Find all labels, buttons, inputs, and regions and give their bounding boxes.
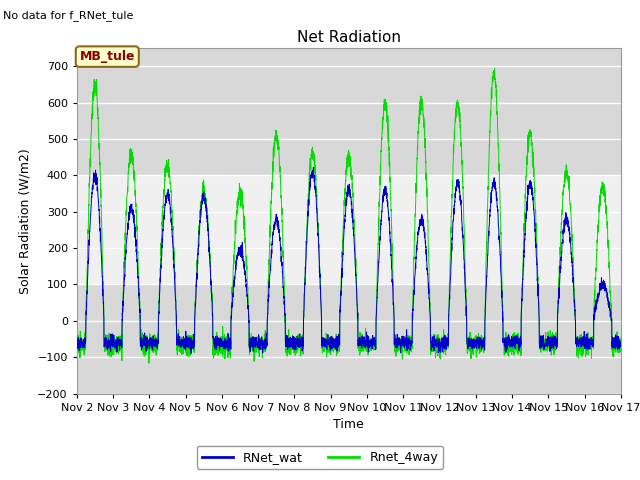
Y-axis label: Solar Radiation (W/m2): Solar Radiation (W/m2) [19,148,32,294]
Line: RNet_wat: RNet_wat [77,168,621,353]
Text: MB_tule: MB_tule [79,50,135,63]
Rnet_4way [412,214,419,219]
Line: Rnet_4way: Rnet_4way [77,69,621,363]
RNet_wat [189,344,197,349]
Rnet_4way [402,333,410,338]
RNet_wat [617,343,625,349]
RNet_wat [225,343,233,349]
Rnet_4way [145,360,153,366]
Title: Net Radiation: Net Radiation [297,30,401,46]
Text: No data for f_RNet_tule: No data for f_RNet_tule [3,10,134,21]
Rnet_4way [566,181,573,187]
Bar [77,175,621,285]
Rnet_4way [617,336,625,342]
Rnet_4way [189,344,197,349]
RNet_wat [566,231,573,237]
Rnet_4way [491,66,499,72]
X-axis label: Time: Time [333,418,364,431]
Rnet_4way [617,341,625,347]
Legend: RNet_wat, Rnet_4way: RNet_wat, Rnet_4way [197,446,443,469]
RNet_wat [617,339,625,345]
RNet_wat [310,165,317,170]
Rnet_4way [73,345,81,350]
Rnet_4way [225,337,233,343]
RNet_wat [73,333,81,339]
RNet_wat [402,336,410,342]
RNet_wat [188,350,195,356]
RNet_wat [412,261,419,267]
